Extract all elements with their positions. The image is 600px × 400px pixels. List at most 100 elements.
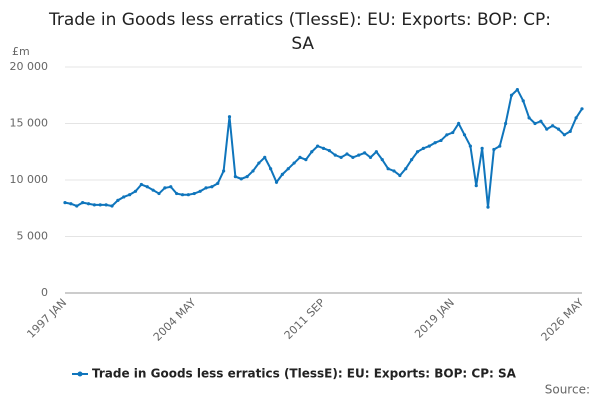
y-unit: £m — [12, 45, 30, 58]
point — [257, 161, 261, 165]
point — [445, 133, 449, 137]
point — [398, 173, 402, 178]
y-tick-label: 20 000 — [10, 60, 49, 73]
point — [368, 155, 373, 159]
x-tick-label: 2004 MAY — [151, 296, 199, 344]
point — [439, 138, 443, 143]
x-tick-label: 2019 JAN — [412, 296, 457, 341]
point — [186, 193, 190, 197]
y-tick-label: 5 000 — [17, 230, 49, 243]
point — [363, 151, 367, 155]
point — [410, 158, 414, 162]
point — [392, 169, 396, 173]
point — [551, 124, 555, 128]
legend-marker — [77, 371, 83, 377]
point — [321, 146, 326, 150]
point — [351, 155, 355, 159]
point — [75, 204, 79, 208]
y-tick-label: 0 — [41, 286, 48, 299]
point — [574, 116, 578, 120]
point — [269, 167, 273, 171]
point — [92, 203, 96, 207]
point — [263, 155, 267, 159]
point — [333, 153, 337, 157]
point — [304, 158, 308, 162]
point — [86, 202, 91, 206]
point — [128, 193, 132, 197]
point — [233, 175, 237, 179]
point — [498, 144, 502, 148]
x-tick-label: 2011 SEP — [282, 296, 328, 342]
chart-title: Trade in Goods less erratics (TlessE): E… — [48, 10, 551, 54]
point — [580, 107, 584, 111]
point — [245, 175, 249, 179]
x-tick-label: 2026 MAY — [539, 296, 587, 344]
point — [274, 180, 279, 184]
source: Source: — [545, 383, 590, 397]
point — [504, 121, 508, 126]
x-tick-label: 1997 JAN — [24, 296, 69, 341]
point — [292, 161, 296, 165]
point — [69, 202, 73, 206]
point — [222, 169, 226, 173]
point — [457, 121, 461, 126]
point — [104, 203, 108, 207]
point — [533, 121, 537, 126]
point — [480, 146, 484, 150]
point — [180, 193, 185, 197]
point — [204, 186, 208, 190]
point — [63, 201, 67, 205]
y-tick-label: 10 000 — [10, 173, 49, 186]
point — [251, 169, 255, 173]
point — [339, 155, 343, 159]
point — [374, 150, 378, 154]
y-tick-label: 15 000 — [10, 117, 49, 130]
point — [280, 172, 284, 176]
point — [509, 93, 514, 97]
point — [515, 88, 519, 92]
point — [468, 144, 472, 148]
point — [98, 203, 102, 207]
point — [474, 184, 478, 188]
point — [421, 146, 425, 150]
point — [133, 189, 138, 193]
point — [486, 205, 490, 209]
point — [145, 185, 149, 189]
point — [380, 158, 384, 162]
point — [556, 127, 561, 131]
point — [357, 153, 361, 157]
point — [110, 204, 114, 208]
point — [310, 150, 314, 154]
point — [216, 181, 220, 185]
point — [81, 201, 85, 205]
point — [116, 198, 120, 202]
point — [451, 130, 455, 135]
point — [210, 185, 214, 189]
point — [327, 149, 331, 153]
point — [545, 127, 549, 131]
point — [568, 129, 572, 134]
point — [169, 185, 173, 189]
point — [539, 119, 543, 123]
point — [122, 195, 126, 199]
point — [316, 144, 320, 148]
point — [404, 167, 408, 171]
title-line: Trade in Goods less erratics (TlessE): E… — [48, 10, 551, 30]
title-line: SA — [286, 34, 315, 54]
point — [175, 191, 179, 196]
point — [192, 191, 196, 196]
point — [433, 141, 437, 145]
point — [386, 167, 390, 171]
point — [345, 152, 349, 156]
point — [521, 99, 525, 103]
point — [298, 155, 302, 159]
point — [492, 147, 496, 152]
point — [151, 188, 155, 192]
point — [227, 115, 232, 119]
point — [562, 133, 566, 137]
point — [198, 189, 202, 193]
legend-label: Trade in Goods less erratics (TlessE): E… — [92, 367, 517, 381]
point — [415, 150, 420, 154]
point — [239, 177, 243, 181]
